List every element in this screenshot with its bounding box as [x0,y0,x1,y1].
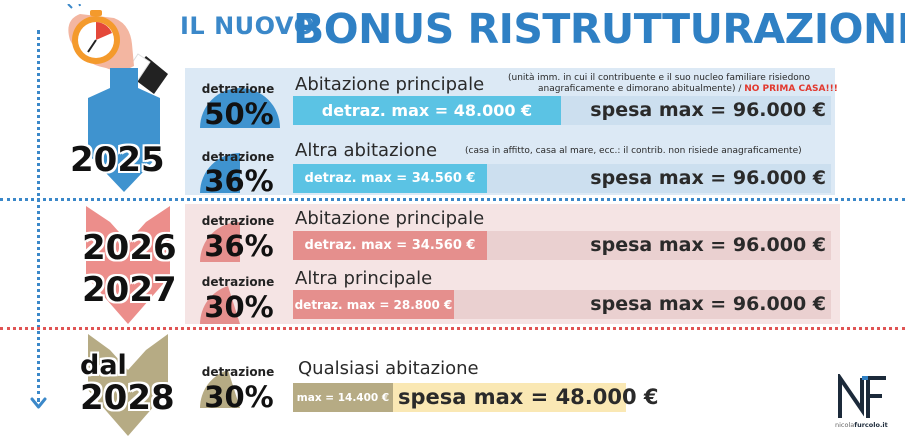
detraz-max-bar: detraz. max = 34.560 € [293,231,487,260]
header-title: BONUS RISTRUTTURAZIONE [293,5,905,53]
separator-red [0,327,905,330]
logo-text: nicolafurcolo.it [835,421,888,429]
row-title: Qualsiasi abitazione [298,358,479,379]
timeline-line [37,30,40,402]
stopwatch-hand-icon [67,4,168,94]
year-2025-chevron-icon [88,68,160,192]
year-label-2028: 2028 [80,378,175,418]
detraz-max-bar: detraz. max = 34.560 € [293,164,487,193]
year-label-2027: 2027 [82,270,177,310]
spesa-max-label: spesa max = 96.000 € [590,293,826,315]
percent-dial-icon [200,153,240,193]
detrazione-percent: 36% [204,164,274,198]
row-title: Altra abitazione [295,140,438,161]
year-2028-chevron-icon [88,334,168,436]
row-note: (casa in affitto, casa al mare, ecc.: il… [465,146,802,156]
row-title: Abitazione principale [295,74,485,95]
detrazione-label: detrazione [201,82,275,96]
year-label-2025: 2025 [70,140,165,180]
detrazione-label: detrazione [201,275,275,289]
row-title: Abitazione principale [295,208,485,229]
row-title: Altra principale [295,268,433,289]
header-prefix: IL NUOVO [180,12,315,40]
row-note: (unità imm. in cui il contribuente e il … [508,73,838,94]
separator-blue [0,198,905,201]
detraz-max-bar: detraz. max = 48.000 € [293,96,561,125]
detrazione-label: detrazione [201,150,275,164]
year-label-dal: dal [80,350,127,381]
nf-logo-icon [838,374,886,418]
percent-dial-icon [200,286,240,324]
detraz-max-bar: detraz. max = 28.800 € [293,290,454,319]
spesa-max-label: spesa max = 96.000 € [590,167,826,189]
spesa-max-label: spesa max = 96.000 € [590,234,826,256]
detrazione-label: detrazione [201,365,275,379]
detrazione-label: detrazione [201,214,275,228]
detraz-max-bar: max = 14.400 € [293,383,393,412]
spesa-max-label: spesa max = 48.000 € [398,385,659,409]
spesa-max-label: spesa max = 96.000 € [590,99,826,121]
timeline-arrow-down-icon [30,397,47,409]
year-label-2026: 2026 [82,228,177,268]
detrazione-percent: 36% [204,229,274,263]
year-2026-chevron-icon [86,206,170,324]
percent-dial-icon [200,370,240,408]
percent-dial-icon [200,88,280,128]
detrazione-percent: 30% [204,380,274,414]
detrazione-percent: 50% [204,97,274,131]
percent-dial-icon [200,222,240,262]
detrazione-percent: 30% [204,290,274,324]
